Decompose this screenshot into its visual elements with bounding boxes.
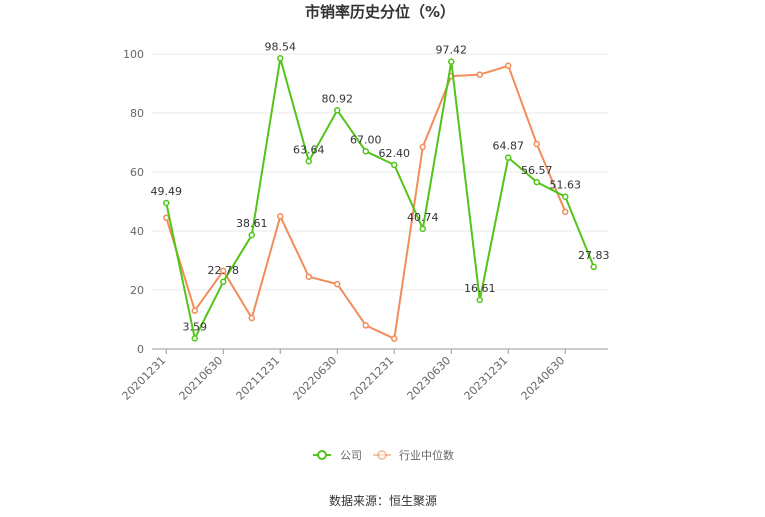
data-label: 62.40 (379, 147, 411, 160)
data-point (391, 161, 398, 169)
data-point (391, 335, 398, 342)
legend[interactable]: 公司 行业中位数 (313, 448, 454, 462)
legend-marker (317, 450, 327, 460)
x-tick-label: 20201231 (120, 354, 169, 403)
series-lines (163, 55, 597, 342)
data-label: 27.83 (578, 249, 610, 262)
data-label: 38.61 (236, 217, 268, 230)
data-label: 3.59 (183, 320, 208, 333)
legend-marker (377, 450, 387, 460)
data-label: 64.87 (493, 140, 525, 153)
legend-item-0[interactable]: 公司 (313, 449, 362, 462)
data-point (590, 263, 597, 271)
data-point (248, 314, 255, 322)
data-label: 56.57 (521, 164, 553, 177)
legend-label: 行业中位数 (399, 448, 454, 462)
series-line (165, 64, 567, 340)
data-point (220, 267, 227, 275)
data-point (419, 225, 426, 233)
y-tick-label: 0 (137, 343, 144, 356)
data-point (163, 199, 170, 207)
legend-item-1[interactable]: 行业中位数 (373, 448, 454, 462)
data-point (220, 278, 227, 286)
data-point (277, 55, 284, 62)
data-label: 63.64 (293, 143, 325, 156)
x-axis: 20201231 20210630 20211231 20220630 20221231… (120, 349, 568, 403)
data-label: 51.63 (550, 179, 582, 192)
series-line (165, 57, 595, 340)
data-point (305, 158, 312, 165)
data-point (191, 335, 198, 342)
data-label: 16.61 (464, 282, 496, 295)
series-0 (163, 55, 597, 342)
data-labels: 49.493.5922.7838.6198.5463.6480.9267.006… (151, 40, 610, 333)
data-label: 49.49 (151, 185, 183, 198)
y-tick-label: 80 (130, 107, 144, 120)
data-label: 98.54 (265, 40, 297, 53)
x-tick-label: 20240630 (519, 354, 568, 403)
x-tick-label: 20220630 (291, 354, 340, 403)
data-point (362, 322, 369, 329)
data-label: 80.92 (322, 92, 354, 105)
x-tick-label: 20230630 (405, 354, 454, 403)
data-point (562, 208, 569, 216)
data-point (277, 213, 284, 220)
x-tick-label: 20210630 (177, 354, 226, 403)
data-point (448, 58, 455, 65)
data-point (248, 231, 255, 239)
data-point (476, 71, 483, 78)
y-tick-label: 40 (130, 225, 144, 238)
data-point (305, 273, 312, 280)
data-label: 22.78 (208, 264, 240, 277)
chart-title: 市销率历史分位（%） (305, 3, 455, 21)
data-point (476, 296, 483, 304)
data-label: 97.42 (436, 44, 468, 57)
data-point (334, 280, 341, 288)
data-label: 40.74 (407, 211, 439, 224)
data-point (191, 307, 198, 314)
x-tick-label: 20221231 (348, 354, 397, 403)
series-1 (163, 62, 569, 342)
data-point (505, 62, 512, 70)
y-axis: 0 20 40 60 80 100 (123, 48, 144, 356)
data-point (533, 178, 540, 186)
y-tick-label: 60 (130, 166, 144, 179)
data-point (533, 140, 540, 148)
x-tick-label: 20231231 (462, 354, 511, 403)
x-tick-label: 20211231 (234, 354, 283, 403)
y-tick-label: 100 (123, 48, 144, 61)
y-tick-label: 20 (130, 284, 144, 297)
data-point (163, 214, 170, 221)
data-point (505, 154, 512, 161)
data-point (334, 107, 341, 114)
data-point (562, 193, 569, 200)
data-label: 67.00 (350, 133, 382, 146)
legend-label: 公司 (340, 449, 362, 462)
y-gridlines (152, 53, 608, 350)
source-note: 数据来源：恒生聚源 (329, 493, 437, 508)
data-point (362, 148, 369, 155)
data-point (419, 143, 426, 151)
